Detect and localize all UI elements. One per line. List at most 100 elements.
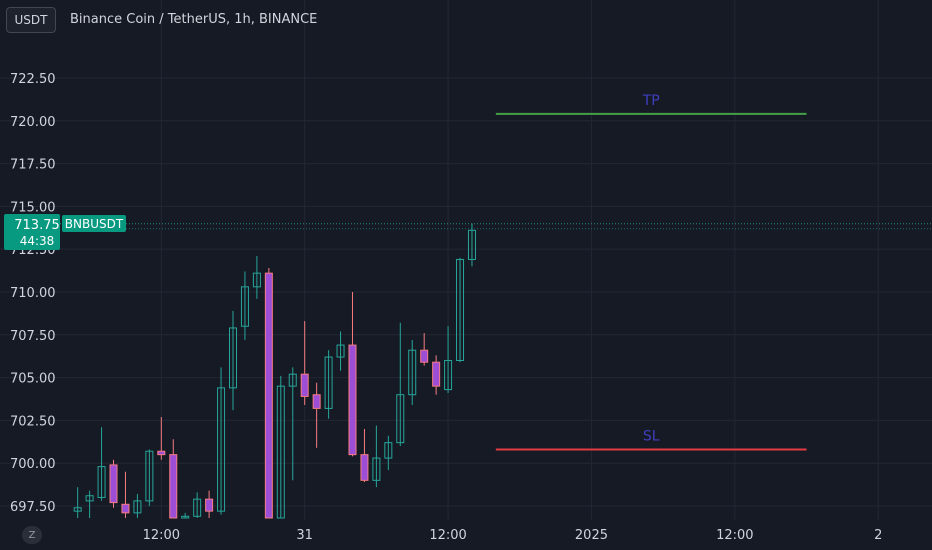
candle-body [193,498,202,517]
candle-down [264,268,273,519]
candle-up [467,223,476,267]
time-tick-label: 12:00 [429,528,466,543]
candle-down [360,428,369,483]
candle-down [432,355,441,395]
candle-up [145,449,154,507]
candle-body [73,507,82,512]
candle-body [420,349,429,363]
last-price-value: 713.75 [14,218,60,233]
candle-up [396,322,405,447]
candle-up [408,339,417,405]
candle-body [456,258,465,361]
candle-body [348,344,357,456]
chart-title: Binance Coin / TetherUS, 1h, BINANCE [70,11,318,27]
price-tick-label: 702.50 [10,414,56,429]
candle-body [205,498,214,512]
candle-series [73,223,476,519]
time-tick-label: 12:00 [716,528,753,543]
candle-up [193,492,202,518]
take-profit-label: TP [642,93,660,109]
candle-down [205,490,214,518]
candle-body [372,457,381,481]
candle-body [252,272,261,288]
candle-up [372,425,381,488]
candle-body [467,229,476,260]
price-tick-label: 717.50 [10,158,56,173]
candle-body [229,327,237,389]
candle-up [229,310,237,411]
candle-up [97,427,106,501]
bar-countdown: 44:38 [20,234,55,248]
candle-up [240,271,249,340]
price-tick-label: 722.50 [10,72,56,87]
candle-body [384,442,393,459]
candle-body [157,450,166,456]
chart-grid [0,0,932,520]
candle-body [312,394,321,409]
price-axis[interactable]: 697.50700.00702.50705.00707.50710.00712.… [10,72,56,515]
candle-up [276,375,285,519]
candle-body [432,361,441,387]
candle-down [121,471,130,518]
candle-body [217,387,226,512]
candle-body [300,373,309,397]
candle-up [73,487,82,518]
time-tick-label: 12:00 [143,528,180,543]
candle-body [109,464,118,504]
last-price-line [60,223,932,230]
candle-body [133,500,142,514]
stop-loss-label: SL [643,429,660,445]
zoom-button[interactable]: Z [22,526,42,544]
candle-up [336,331,345,371]
trade-annotations: TP SL [495,93,807,451]
candle-body [444,359,453,391]
price-tick-label: 720.00 [10,115,56,130]
candle-down [420,333,429,366]
candle-body [121,503,130,514]
candle-body [408,349,417,396]
candle-body [145,450,154,502]
candle-body [288,373,297,387]
time-tick-label: 2 [874,528,882,543]
candle-up [288,367,297,481]
symbol-tag-label: BNBUSDT [65,217,124,231]
price-tick-label: 715.00 [10,200,56,215]
candle-down [300,321,309,405]
candle-up [324,350,333,419]
candle-up [252,256,261,299]
price-tick-label: 705.00 [10,372,56,387]
candle-down [312,382,321,448]
candle-body [324,356,333,409]
candle-up [133,494,142,518]
candle-body [181,515,190,519]
symbol-tag-background [62,215,126,232]
candle-up [456,257,465,363]
candle-up [217,367,226,515]
candle-body [396,394,405,444]
candle-up [85,490,94,518]
candle-up [181,512,190,519]
candle-down [109,459,118,508]
price-tick-label: 707.50 [10,329,56,344]
candle-body [97,466,106,498]
candle-body [336,344,345,358]
candle-body [276,385,285,519]
price-tick-label: 697.50 [10,500,56,515]
candle-body [360,454,369,481]
candle-body [85,495,94,502]
candle-down [157,416,166,460]
candle-down [348,291,357,457]
price-tick-label: 700.00 [10,457,56,472]
price-tick-label: 710.00 [10,286,56,301]
candle-down [169,439,178,519]
time-tick-label: 31 [296,528,313,543]
symbol-button[interactable]: USDT [6,7,56,33]
time-axis[interactable]: 12:00 31 12:00 2025 12:00 2 [143,528,883,543]
candle-body [169,454,178,519]
candle-body [240,286,249,327]
last-price-tag: 713.75 44:38 BNBUSDT [4,214,126,250]
time-tick-label: 2025 [575,528,608,543]
last-price-tag-background [4,214,60,250]
candle-up [444,326,453,394]
